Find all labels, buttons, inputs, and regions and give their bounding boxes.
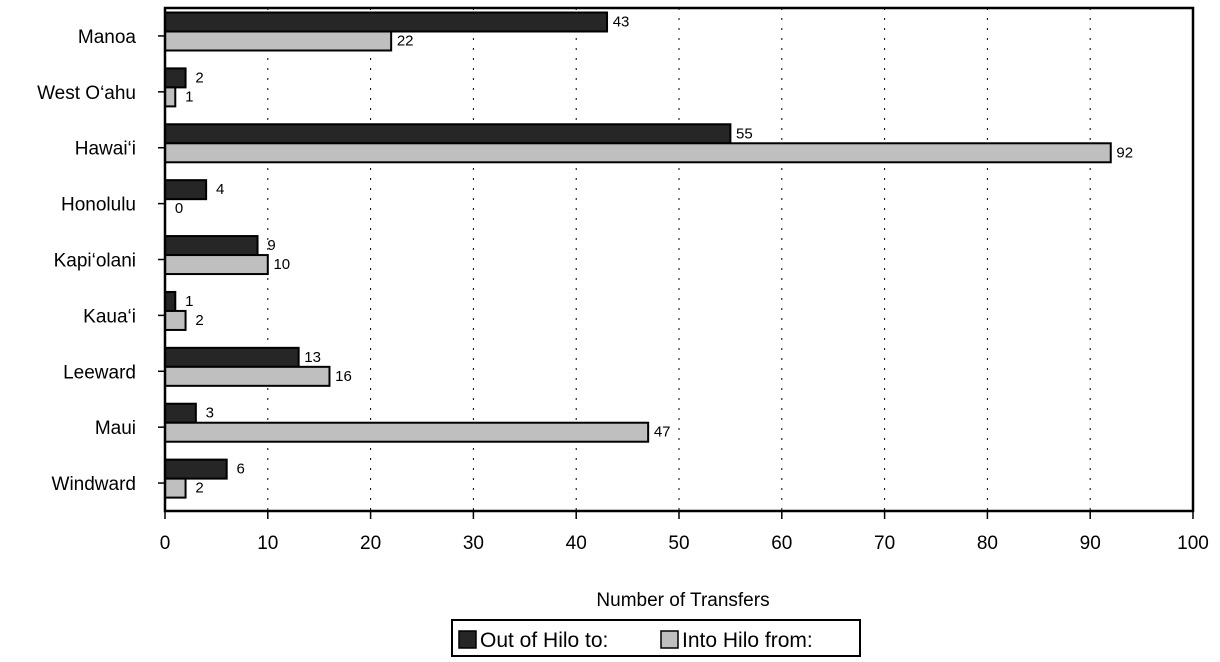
bar-into-hilo-from-kapi-olani bbox=[164, 254, 269, 276]
category-label-kaua-i: Kaua‘i bbox=[83, 306, 136, 327]
category-label-leeward: Leeward bbox=[63, 362, 136, 383]
bar-into-hilo-from-manoa bbox=[164, 30, 393, 52]
legend: Out of Hilo to: Into Hilo from: bbox=[451, 619, 861, 657]
bar-into-hilo-from-leeward bbox=[164, 365, 331, 387]
bar-into-hilo-from-windward bbox=[164, 477, 187, 499]
category-label-manoa: Manoa bbox=[78, 27, 137, 48]
legend-swatch-into-hilo bbox=[660, 630, 679, 649]
category-label-hawai-i: Hawai‘i bbox=[75, 139, 136, 160]
category-label-west-o-ahu: West O‘ahu bbox=[37, 83, 136, 104]
value-label: 3 bbox=[206, 405, 214, 422]
x-tick-label: 10 bbox=[257, 533, 278, 554]
bar-out-of-hilo-to-kapi-olani bbox=[164, 235, 259, 257]
x-tick-label: 90 bbox=[1080, 533, 1101, 554]
legend-frame bbox=[451, 619, 861, 657]
category-label-honolulu: Honolulu bbox=[61, 195, 136, 216]
value-label: 1 bbox=[185, 88, 193, 105]
category-label-kapi-olani: Kapi‘olani bbox=[54, 251, 136, 272]
bars bbox=[164, 11, 1112, 499]
x-tick-label: 100 bbox=[1177, 533, 1209, 554]
legend-swatch-out-of-hilo bbox=[458, 630, 477, 649]
bar-out-of-hilo-to-manoa bbox=[164, 11, 609, 33]
value-label: 1 bbox=[185, 293, 193, 310]
value-label: 9 bbox=[267, 237, 275, 254]
value-label: 55 bbox=[736, 125, 753, 142]
bar-out-of-hilo-to-maui bbox=[164, 402, 197, 424]
x-tick-label: 50 bbox=[668, 533, 689, 554]
value-label: 0 bbox=[175, 200, 183, 217]
x-tick-label: 20 bbox=[360, 533, 381, 554]
bar-out-of-hilo-to-windward bbox=[164, 458, 228, 480]
value-label: 2 bbox=[195, 480, 203, 497]
x-tick-label: 70 bbox=[874, 533, 895, 554]
category-label-windward: Windward bbox=[52, 474, 136, 495]
x-tick-label: 40 bbox=[566, 533, 587, 554]
legend-label-out-of-hilo: Out of Hilo to: bbox=[480, 629, 608, 652]
category-label-maui: Maui bbox=[95, 418, 136, 439]
x-tick-label: 60 bbox=[771, 533, 792, 554]
value-label: 2 bbox=[195, 69, 203, 86]
x-tick-label: 80 bbox=[977, 533, 998, 554]
x-tick-label: 0 bbox=[160, 533, 171, 554]
value-label: 43 bbox=[613, 14, 630, 31]
category-labels: Manoa West O‘ahu Hawai‘i Honolulu Kapi‘olani… bbox=[37, 27, 165, 495]
bar-into-hilo-from-west-o-ahu bbox=[164, 86, 177, 108]
bar-out-of-hilo-to-west-o-ahu bbox=[164, 67, 187, 89]
x-axis-title: Number of Transfers bbox=[596, 590, 769, 611]
value-label: 92 bbox=[1116, 144, 1133, 161]
value-label: 13 bbox=[304, 349, 321, 366]
bar-out-of-hilo-to-honolulu bbox=[164, 179, 208, 201]
bar-out-of-hilo-to-kaua-i bbox=[164, 290, 177, 312]
value-label: 6 bbox=[237, 461, 245, 478]
legend-label-into-hilo: Into Hilo from: bbox=[682, 629, 813, 652]
value-label: 47 bbox=[654, 424, 671, 441]
value-label: 22 bbox=[397, 33, 414, 50]
x-axis-ticks: 0 10 20 30 40 50 60 70 80 90 100 bbox=[160, 511, 1209, 554]
value-label: 2 bbox=[195, 312, 203, 329]
bar-into-hilo-from-kaua-i bbox=[164, 309, 187, 331]
bar-into-hilo-from-hawai-i bbox=[164, 142, 1112, 164]
value-label: 4 bbox=[216, 181, 224, 198]
bar-into-hilo-from-maui bbox=[164, 421, 650, 443]
bar-out-of-hilo-to-hawai-i bbox=[164, 123, 732, 145]
value-label: 16 bbox=[335, 368, 352, 385]
bar-out-of-hilo-to-leeward bbox=[164, 346, 300, 368]
x-tick-label: 30 bbox=[463, 533, 484, 554]
value-label: 10 bbox=[273, 256, 290, 273]
